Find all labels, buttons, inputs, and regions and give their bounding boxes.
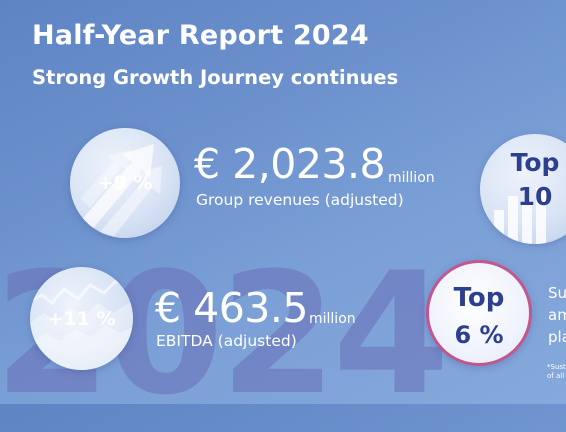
revenue-growth-percent: +9 % (97, 172, 153, 194)
top-10-badge: Top 10 (480, 134, 566, 244)
mountain-chart-icon (30, 279, 133, 370)
top-10-rank: 10 (517, 182, 553, 211)
top-6-rank: 6 % (454, 321, 504, 349)
page-subtitle: Strong Growth Journey continues (32, 66, 399, 89)
revenue-label: Group revenues (adjusted) (196, 191, 404, 209)
top-6-label: Top (453, 283, 505, 313)
top-6-percent-badge: Top 6 % (426, 260, 532, 366)
arrow-up-icon (78, 144, 162, 236)
page-title: Half-Year Report 2024 (32, 20, 369, 51)
footnote-line-1: *Sust (547, 363, 566, 371)
side-text-line-1: Su (548, 284, 566, 302)
revenue-value: € 2,023.8 (194, 140, 386, 188)
revenue-growth-badge: +9 % (70, 128, 180, 238)
ebitda-growth-percent: +11 % (47, 308, 116, 330)
side-text-line-2: am (548, 306, 566, 324)
revenue-unit: million (388, 170, 435, 186)
ebitda-label: EBITDA (adjusted) (156, 332, 297, 350)
side-text-line-3: pla (548, 328, 566, 346)
bar-chart-icon (494, 188, 546, 244)
footnote-line-2: of all (547, 372, 565, 380)
ebitda-value: € 463.5 (155, 284, 309, 332)
top-10-label: Top (510, 148, 560, 177)
ebitda-unit: million (309, 311, 356, 327)
ebitda-growth-badge: +11 % (30, 267, 133, 370)
